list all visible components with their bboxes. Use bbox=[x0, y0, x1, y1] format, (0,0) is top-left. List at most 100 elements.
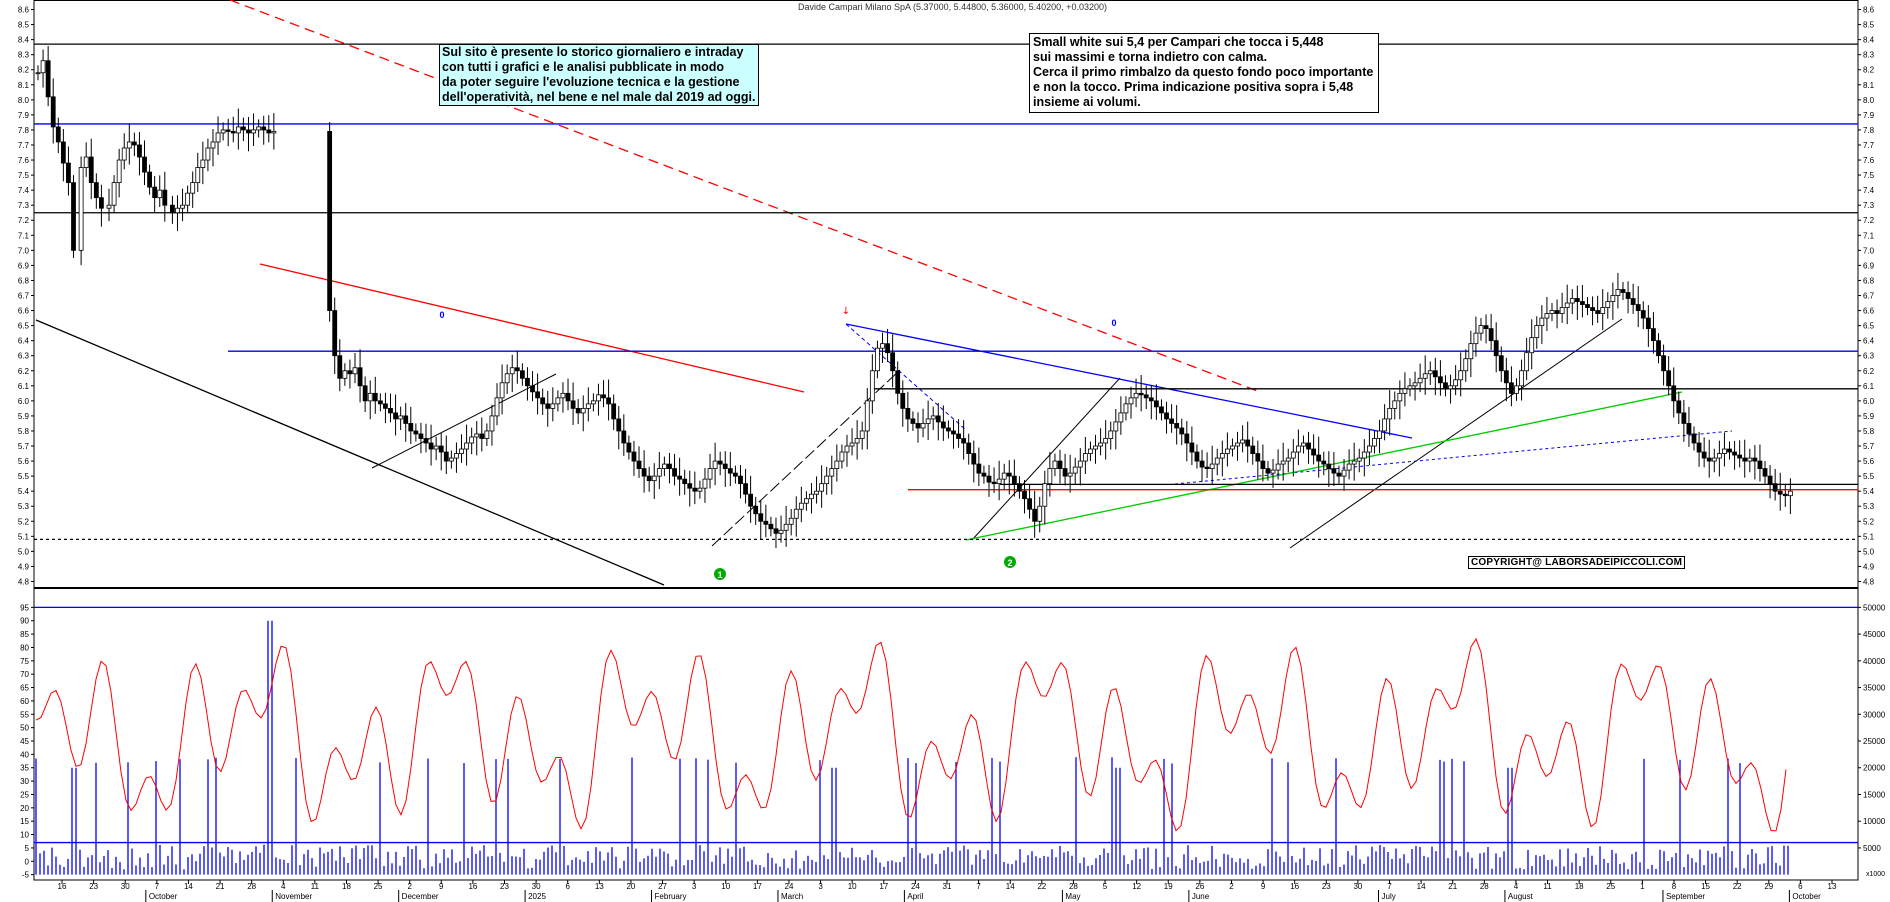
candle-body bbox=[738, 475, 743, 485]
x-tick-label: 7 bbox=[976, 882, 981, 891]
candle-body bbox=[111, 182, 117, 206]
candle-body bbox=[83, 156, 89, 168]
candle-body bbox=[1600, 307, 1606, 314]
candle-body bbox=[966, 442, 972, 454]
candle-body bbox=[1422, 373, 1428, 379]
x-tick-label: 3 bbox=[692, 882, 697, 891]
candle-body bbox=[1209, 463, 1215, 469]
candle-body bbox=[1118, 412, 1124, 423]
y-tick-label: 7.8 bbox=[18, 126, 30, 135]
osc-tick-label: 75 bbox=[20, 657, 29, 666]
candle-body bbox=[1072, 466, 1078, 474]
candle-body bbox=[920, 423, 926, 429]
candle-body bbox=[550, 403, 556, 409]
y-tick-label: 4.8 bbox=[1863, 577, 1875, 586]
candle-body bbox=[1463, 358, 1469, 372]
y-tick-label: 5.0 bbox=[1863, 547, 1875, 556]
candle-body bbox=[246, 129, 251, 134]
candle-body bbox=[1047, 468, 1053, 485]
candle-body bbox=[261, 126, 267, 131]
y-tick-label: 5.0 bbox=[18, 547, 30, 556]
candle-body bbox=[1133, 392, 1139, 399]
y-tick-label: 7.4 bbox=[1863, 186, 1875, 195]
y-tick-label: 7.7 bbox=[18, 141, 30, 150]
candle-body bbox=[1113, 421, 1119, 432]
y-tick-label: 8.2 bbox=[1863, 66, 1875, 75]
candle-body bbox=[1093, 445, 1098, 450]
candle-body bbox=[869, 370, 875, 402]
candle-body bbox=[1219, 453, 1225, 459]
vol-tick-label: 45000 bbox=[1863, 630, 1886, 639]
candle-body bbox=[256, 126, 262, 131]
y-tick-label: 5.7 bbox=[18, 442, 30, 451]
candle-body bbox=[454, 453, 459, 459]
candle-body bbox=[601, 394, 606, 399]
candle-body bbox=[1417, 377, 1423, 384]
candle-body bbox=[1001, 472, 1007, 480]
candle-body bbox=[1194, 451, 1200, 462]
y-tick-label: 5.8 bbox=[18, 427, 30, 436]
candle-body bbox=[225, 129, 231, 132]
x-tick-label: 13 bbox=[595, 882, 604, 891]
x-tick-label: 4 bbox=[1514, 882, 1519, 891]
candle-body bbox=[641, 468, 647, 477]
candle-body bbox=[1367, 445, 1372, 453]
x-tick-label: 2 bbox=[407, 882, 412, 891]
month-label: October bbox=[1792, 892, 1821, 901]
month-label: October bbox=[149, 892, 178, 901]
osc-tick-label: 70 bbox=[20, 670, 29, 679]
candle-body bbox=[611, 403, 617, 420]
y-tick-label: 6.7 bbox=[18, 292, 30, 301]
candle-body bbox=[1280, 460, 1286, 465]
trend-lines bbox=[35, 0, 1733, 586]
y-tick-label: 5.2 bbox=[18, 517, 30, 526]
candle-body bbox=[1539, 317, 1545, 327]
candle-body bbox=[1777, 490, 1783, 495]
y-tick-label: 6.1 bbox=[1863, 382, 1875, 391]
blue-dashed-line bbox=[845, 323, 967, 431]
candle-body bbox=[1240, 439, 1245, 444]
x-tick-label: 2 bbox=[1229, 882, 1234, 891]
black-support-line bbox=[371, 373, 557, 469]
candle-body bbox=[1661, 355, 1666, 372]
osc-tick-label: 60 bbox=[20, 697, 29, 706]
candle-body bbox=[733, 472, 738, 477]
vol-tick-label: 10000 bbox=[1863, 817, 1886, 826]
x-tick-label: 17 bbox=[879, 882, 888, 891]
y-tick-label: 8.3 bbox=[18, 51, 30, 60]
candle-body bbox=[106, 204, 112, 209]
candle-body bbox=[1372, 438, 1377, 447]
x-tick-label: 30 bbox=[532, 882, 541, 891]
green-marker bbox=[1004, 556, 1016, 568]
candle-body bbox=[121, 147, 127, 161]
candle-body bbox=[788, 517, 794, 525]
y-tick-label: 6.1 bbox=[18, 382, 30, 391]
candle-body bbox=[1397, 392, 1403, 402]
candle-body bbox=[1493, 340, 1499, 357]
candle-body bbox=[702, 478, 708, 489]
candle-body bbox=[1285, 457, 1291, 462]
candle-body bbox=[342, 370, 348, 379]
month-label: May bbox=[1065, 892, 1080, 901]
candle-body bbox=[1169, 418, 1174, 424]
candle-body bbox=[60, 141, 66, 164]
month-label: December bbox=[402, 892, 439, 901]
vol-tick-label: 5000 bbox=[1863, 844, 1881, 853]
candle-body bbox=[1706, 457, 1712, 462]
y-tick-label: 6.6 bbox=[1863, 307, 1875, 316]
candle-body bbox=[758, 513, 764, 522]
candle-body bbox=[946, 427, 951, 432]
candle-body bbox=[266, 129, 272, 134]
y-tick-label: 5.3 bbox=[18, 502, 30, 511]
candle-body bbox=[1402, 388, 1408, 394]
candle-body bbox=[1159, 406, 1164, 414]
candle-body bbox=[692, 487, 698, 492]
y-tick-label: 6.0 bbox=[18, 397, 30, 406]
osc-tick-label: 5 bbox=[25, 844, 30, 853]
candle-body bbox=[403, 415, 409, 424]
candle-body bbox=[1382, 418, 1388, 432]
black-descending-channel bbox=[35, 319, 665, 586]
candle-body bbox=[585, 403, 591, 409]
candle-body bbox=[773, 528, 779, 534]
